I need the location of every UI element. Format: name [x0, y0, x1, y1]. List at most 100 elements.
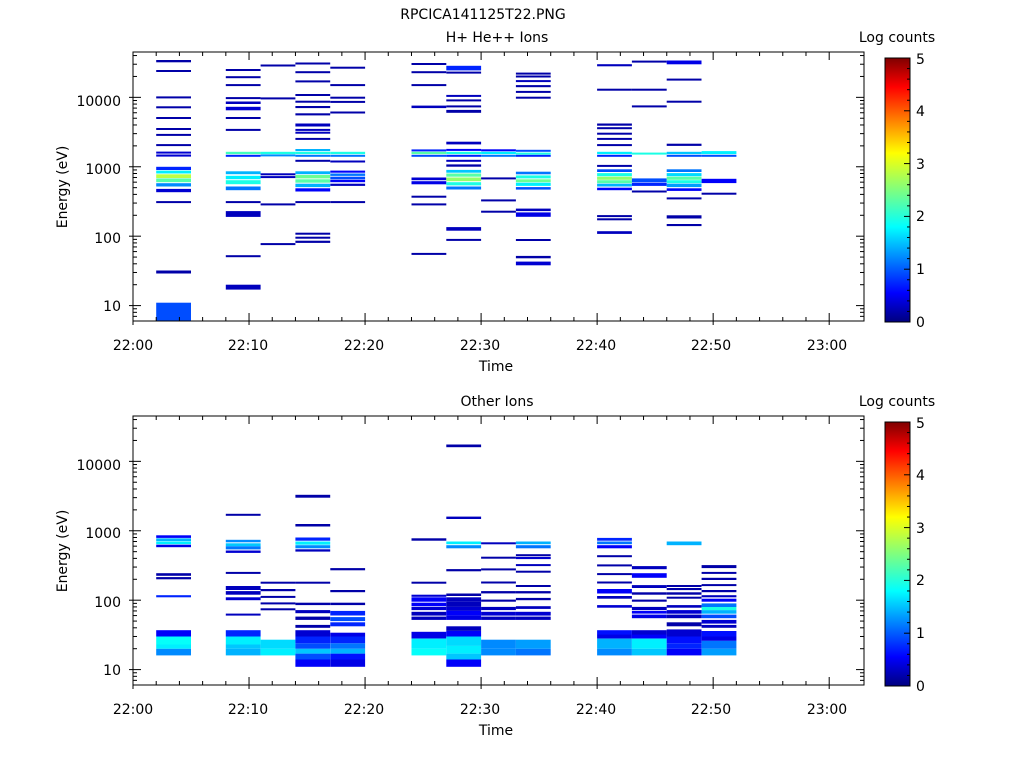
bottom-x-tick-label: 22:10 [228, 702, 268, 718]
top-heatmap-cell [330, 151, 366, 155]
bottom-heatmap-cell [701, 648, 737, 656]
bottom-heatmap-cell [295, 624, 331, 628]
bottom-heatmap-cell [411, 594, 447, 597]
bottom-heatmap-cell [631, 606, 667, 611]
bottom-heatmap-cell [446, 444, 482, 448]
top-x-tick-label: 22:40 [576, 338, 616, 354]
top-heatmap-cell [446, 169, 482, 173]
bottom-heatmap-cell [481, 648, 516, 656]
bottom-heatmap-cell [701, 624, 737, 628]
bottom-heatmap-cell [701, 565, 737, 569]
bottom-heatmap-cell [295, 643, 331, 649]
top-heatmap-cell [411, 151, 447, 155]
bottom-heatmap-cell [295, 524, 331, 527]
bottom-heatmap-cell [481, 616, 516, 620]
bottom-heatmap-cell [597, 634, 632, 639]
bottom-heatmap-cell [295, 659, 331, 667]
top-heatmap-cell [515, 171, 551, 175]
top-heatmap-cell [631, 190, 667, 193]
top-heatmap-cell [156, 133, 191, 136]
top-heatmap-cell [156, 154, 191, 157]
bottom-heatmap-cell [666, 605, 702, 608]
bottom-x-tick-label: 22:40 [576, 702, 616, 718]
top-heatmap-cell [446, 65, 482, 71]
bottom-plot-frame [132, 415, 865, 686]
bottom-heatmap-cell [156, 541, 191, 545]
top-heatmap-cell [225, 180, 261, 185]
bottom-heatmap-cell [446, 645, 482, 654]
bottom-heatmap-cell [411, 538, 447, 541]
top-heatmap-cell [515, 179, 551, 183]
top-heatmap-cell [295, 94, 331, 96]
bottom-heatmap-cell [515, 616, 551, 620]
top-heatmap-cell [330, 84, 366, 87]
bottom-heatmap-cell [156, 535, 191, 538]
top-heatmap-cell [597, 169, 632, 172]
bottom-heatmap-cell [666, 592, 702, 595]
bottom-y-tick-label: 10000 [76, 458, 121, 474]
top-heatmap-cell [666, 197, 702, 200]
bottom-y-axis-label: Energy (eV) [55, 510, 71, 593]
bottom-heatmap-cell [631, 634, 667, 639]
top-heatmap-cell [515, 187, 551, 190]
top-heatmap-cell [446, 164, 482, 167]
top-heatmap-cell [446, 151, 482, 155]
top-heatmap-cell [295, 183, 331, 188]
top-heatmap-cell [295, 159, 331, 162]
top-heatmap-cell [156, 174, 191, 178]
top-heatmap-cell [330, 111, 366, 114]
top-heatmap-cell [666, 188, 702, 191]
top-heatmap-cell [515, 96, 551, 99]
top-heatmap-cell [225, 69, 261, 71]
bottom-heatmap-cell [666, 585, 702, 587]
bottom-y-tick-label: 100 [94, 595, 121, 611]
bottom-heatmap-cell [411, 631, 447, 639]
top-heatmap-cell [631, 105, 667, 108]
top-heatmap-cell [330, 201, 366, 204]
top-heatmap-cell [666, 180, 702, 184]
bottom-heatmap-cell [446, 541, 482, 545]
top-heatmap-cell [597, 64, 632, 67]
top-heatmap-cell [411, 154, 447, 157]
top-y-tick-label: 10000 [76, 94, 121, 110]
top-heatmap-cell [481, 151, 516, 155]
bottom-heatmap-cell [701, 614, 737, 619]
bottom-heatmap-cell [225, 546, 261, 550]
bottom-heatmap-cell [446, 636, 482, 646]
top-heatmap-cell [515, 255, 551, 259]
top-heatmap-cell [330, 179, 366, 183]
bottom-heatmap-cell [295, 541, 331, 545]
bottom-heatmap-cell [701, 571, 737, 574]
top-heatmap-cell [666, 169, 702, 172]
top-heatmap-cell [225, 175, 261, 180]
top-heatmap-cell [666, 173, 702, 177]
top-heatmap-cell [446, 109, 482, 113]
top-heatmap-cell [515, 152, 551, 155]
bottom-heatmap-cell [631, 648, 667, 656]
bottom-colorbar-tick-label: 5 [916, 416, 925, 432]
top-heatmap-cell [295, 100, 331, 103]
bottom-heatmap-cell [666, 588, 702, 591]
top-heatmap-cell [597, 88, 632, 91]
bottom-heatmap-cell [597, 630, 632, 635]
bottom-heatmap-cell [330, 602, 366, 606]
bottom-colorbar-tick-label: 2 [916, 573, 925, 589]
top-heatmap-cell [295, 154, 331, 157]
top-axis-ticks [129, 52, 864, 325]
top-heatmap-cell [295, 151, 331, 155]
top-heatmap-cell [225, 201, 261, 204]
bottom-heatmap-cell [701, 619, 737, 624]
top-heatmap-cell [597, 173, 632, 177]
top-heatmap-cell [225, 101, 261, 104]
top-heatmap-cell [156, 183, 191, 187]
top-heatmap-cell [295, 175, 331, 179]
top-heatmap-cell [631, 60, 667, 63]
top-heatmap-cell [260, 176, 296, 179]
top-x-axis-label: Time [478, 359, 513, 375]
bottom-heatmap-cell [481, 556, 516, 559]
top-heatmap-cell [156, 201, 191, 204]
bottom-heatmap-cell [411, 602, 447, 607]
bottom-heatmap-cell [597, 605, 632, 608]
bottom-heatmap-cell [330, 648, 366, 654]
top-heatmap-cell [597, 164, 632, 167]
